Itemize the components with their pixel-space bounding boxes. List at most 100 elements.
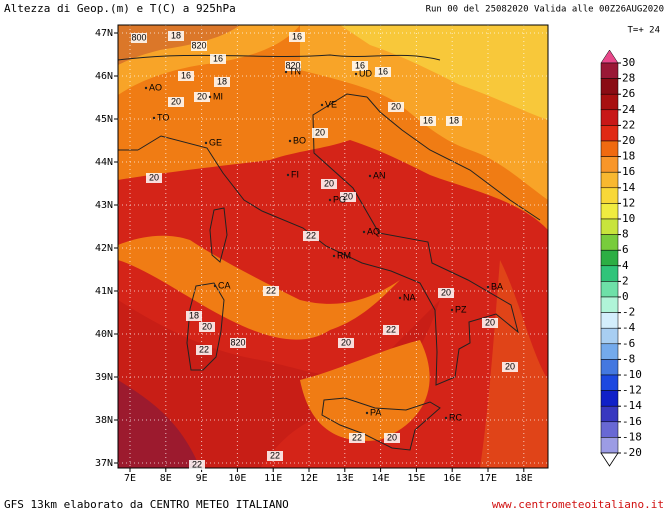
colorbar-label: 26 <box>622 87 635 100</box>
city-label: TN <box>289 66 301 76</box>
colorbar-label: 30 <box>622 56 635 69</box>
contour-label-box <box>210 54 226 64</box>
city-dot <box>213 284 217 288</box>
contour-label: 20 <box>149 172 159 182</box>
colorbar-label: -8 <box>622 352 635 365</box>
contour-label: 16 <box>355 60 365 70</box>
city-label: MI <box>213 91 223 101</box>
city-dot <box>286 173 290 177</box>
contour-label-box <box>303 231 319 241</box>
colorbar-box <box>600 296 619 313</box>
colorbar-label: 16 <box>622 165 635 178</box>
colorbar-box <box>600 156 619 173</box>
contour-label-box <box>289 32 305 42</box>
map-frame <box>117 24 549 469</box>
contour-label: 18 <box>171 30 181 40</box>
contour-label: 16 <box>292 31 302 41</box>
title: Altezza di Geop.(m) e T(C) a 925hPa <box>4 2 236 15</box>
colorbar-box <box>600 234 619 251</box>
contour-label-box <box>214 77 230 87</box>
city-label: AO <box>149 82 162 92</box>
contour-label-box <box>375 67 391 77</box>
contour-label-box <box>267 451 283 461</box>
lon-label: 14E <box>372 473 390 484</box>
contour-label: 22 <box>270 450 280 460</box>
colorbar-label: 0 <box>622 290 629 303</box>
lon-label: 11E <box>264 473 282 484</box>
contour-label: 820 <box>230 337 245 347</box>
contour-label-box <box>482 318 498 328</box>
colorbar-label: -16 <box>622 415 642 428</box>
colorbar-label: 18 <box>622 150 635 163</box>
colorbar-label: 22 <box>622 118 635 131</box>
contour-label-box <box>384 433 400 443</box>
colorbar-box <box>600 390 619 407</box>
colorbar-label: -6 <box>622 337 635 350</box>
city-dot <box>208 95 212 99</box>
colorbar-box <box>600 327 619 345</box>
colorbar-box <box>600 187 619 204</box>
lon-label: 9E <box>196 473 208 484</box>
city-dot <box>284 70 288 74</box>
colorbar-box <box>600 218 619 235</box>
lon-label: 10E <box>228 473 246 484</box>
city-dot <box>328 198 332 202</box>
lat-label: 39N <box>95 372 113 383</box>
contour-label-box <box>199 322 215 332</box>
city-label: NA <box>403 292 416 302</box>
lon-label: 18E <box>515 473 533 484</box>
colorbar-label: 24 <box>622 103 636 116</box>
contour-label: 20 <box>505 361 515 371</box>
contour-label-box <box>438 288 454 298</box>
contour-label: 20 <box>197 91 207 101</box>
city-dot <box>354 72 358 76</box>
colorbar-label: -4 <box>622 321 636 334</box>
contour-label-box <box>131 33 147 43</box>
city-label: UD <box>359 68 372 78</box>
contour-label-box <box>168 97 184 107</box>
colorbar-label: -10 <box>622 368 642 381</box>
contour-label-box <box>338 338 354 348</box>
contour-label-box <box>352 61 368 71</box>
lon-label: 16E <box>443 473 461 484</box>
city-label: PA <box>370 407 381 417</box>
colorbar-box <box>600 312 619 329</box>
colorbar-box <box>600 78 619 95</box>
city-label: RM <box>337 250 351 260</box>
lat-label: 44N <box>95 157 113 168</box>
contour-label: 800 <box>131 32 146 42</box>
contour-label-box <box>196 345 212 355</box>
lat-label: 43N <box>95 200 113 211</box>
lat-label: 38N <box>95 415 113 426</box>
lat-label: 42N <box>95 243 113 254</box>
contour-label: 20 <box>324 178 334 188</box>
lat-label: 37N <box>95 458 113 469</box>
colorbar-label: 4 <box>622 259 629 272</box>
city-dot <box>368 174 372 178</box>
lon-label: 15E <box>407 473 425 484</box>
colorbar-box <box>600 421 619 438</box>
colorbar-box <box>600 437 619 454</box>
contour-label-box <box>312 128 328 138</box>
contour-label-box <box>446 116 462 126</box>
contour-label: 16 <box>378 66 388 76</box>
contour-label: 18 <box>449 115 459 125</box>
city-dot <box>288 139 292 143</box>
lat-label: 46N <box>95 71 113 82</box>
contour-label: 20 <box>341 337 351 347</box>
contour-label: 18 <box>217 76 227 86</box>
contour-label: 22 <box>192 459 202 469</box>
contour-label: 20 <box>387 432 397 442</box>
lon-label: 17E <box>479 473 497 484</box>
city-label: VE <box>325 99 337 109</box>
contour-label-box <box>186 311 202 321</box>
colorbar-box <box>600 359 619 376</box>
contour-label-box <box>178 71 194 81</box>
city-dot <box>362 230 366 234</box>
colorbar-label: 8 <box>622 228 629 241</box>
contour-label: 20 <box>343 191 353 201</box>
contour-label: 20 <box>171 96 181 106</box>
colorbar-label: 28 <box>622 72 635 85</box>
contour-label-box <box>146 173 162 183</box>
contour-label-box <box>285 61 301 71</box>
